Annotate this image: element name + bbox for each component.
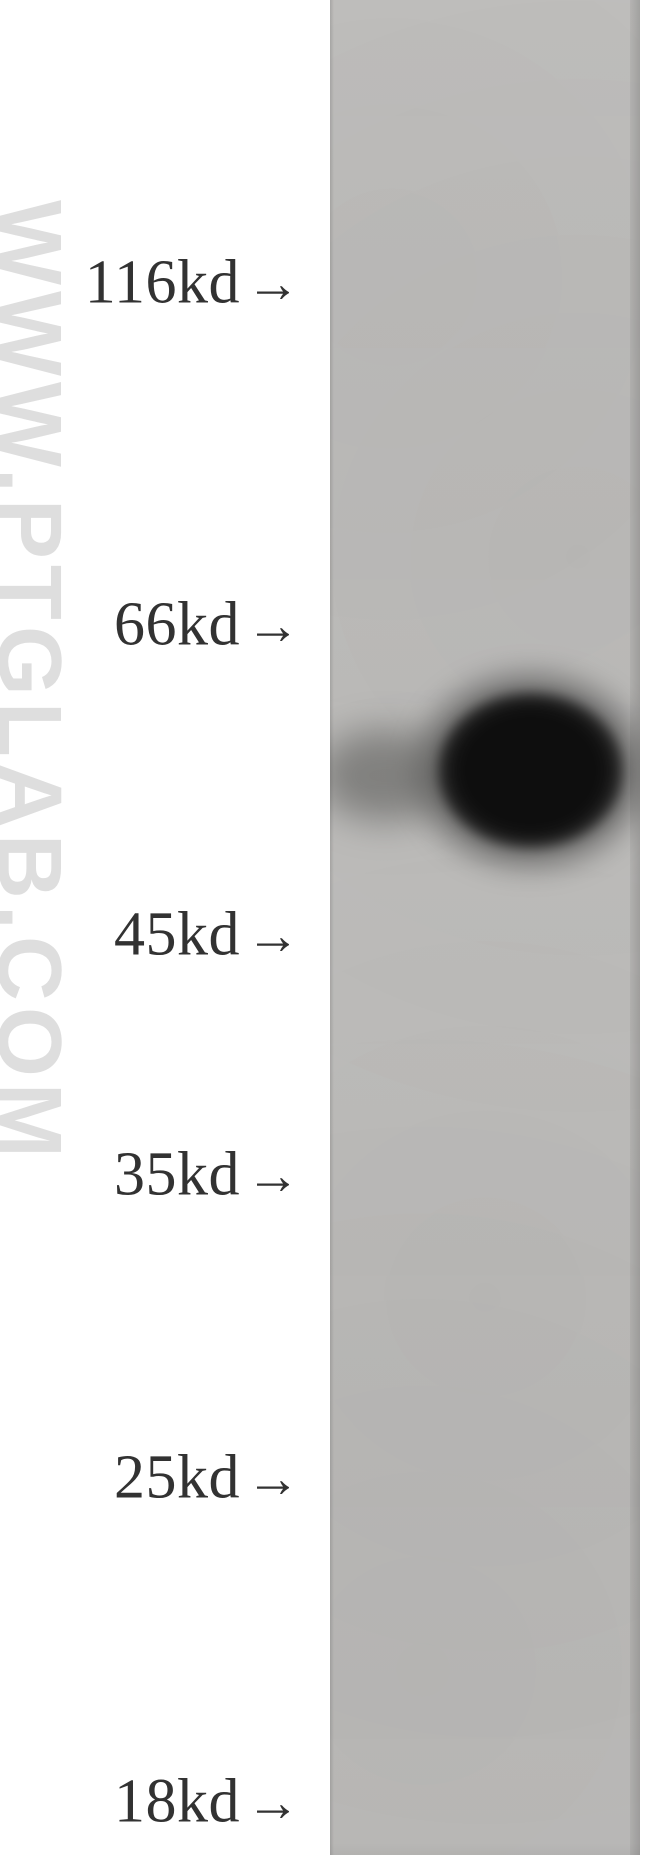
arrow-icon: →	[246, 1447, 300, 1509]
main-band	[438, 693, 623, 848]
marker-18kd: 18kd →	[114, 1767, 300, 1838]
marker-labels-column: 116kd → 66kd → 45kd → 35kd → 25kd → 18kd…	[0, 0, 320, 1855]
marker-label-text: 35kd	[114, 1140, 240, 1211]
arrow-icon: →	[246, 1771, 300, 1833]
marker-label-text: 116kd	[85, 248, 240, 319]
arrow-icon: →	[246, 594, 300, 656]
marker-66kd: 66kd →	[114, 590, 300, 661]
arrow-icon: →	[246, 1144, 300, 1206]
marker-25kd: 25kd →	[114, 1443, 300, 1514]
blot-figure: WWW.PTGLAB.COM 116kd → 66kd → 45kd → 35k…	[0, 0, 650, 1855]
marker-116kd: 116kd →	[85, 248, 300, 319]
marker-label-text: 45kd	[114, 900, 240, 971]
marker-45kd: 45kd →	[114, 900, 300, 971]
band-layer	[330, 0, 640, 1855]
blot-lane	[330, 0, 640, 1855]
arrow-icon: →	[246, 904, 300, 966]
marker-35kd: 35kd →	[114, 1140, 300, 1211]
marker-label-text: 66kd	[114, 590, 240, 661]
marker-label-text: 25kd	[114, 1443, 240, 1514]
arrow-icon: →	[246, 252, 300, 314]
marker-label-text: 18kd	[114, 1767, 240, 1838]
